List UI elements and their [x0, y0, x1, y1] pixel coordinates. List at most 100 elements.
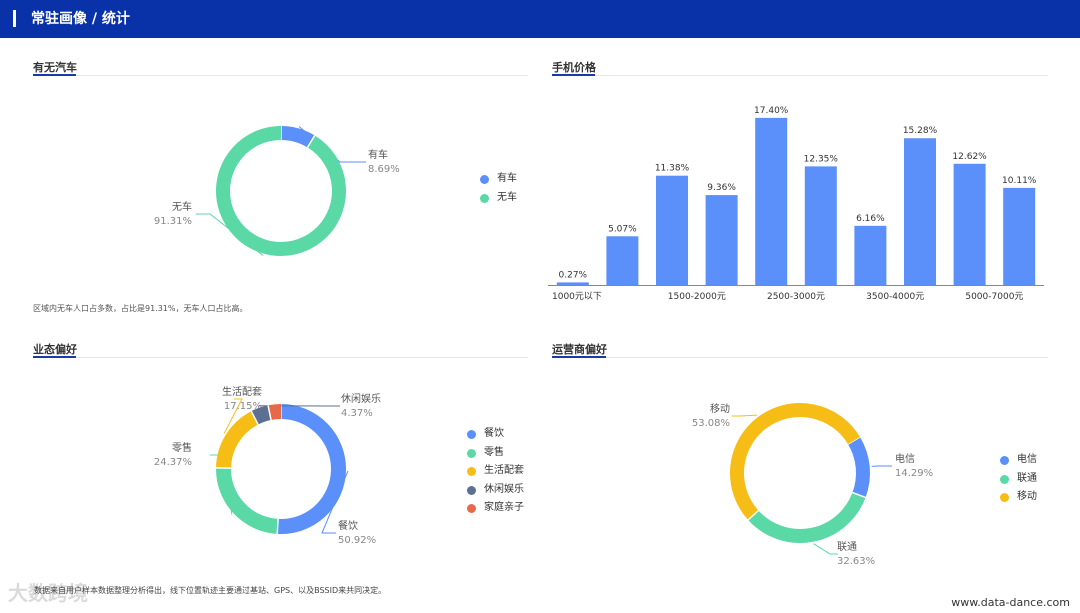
business-slice-value-0: 50.92%	[338, 535, 376, 546]
carrier-slice-value-0: 14.29%	[895, 468, 933, 479]
phone-bar-7	[904, 138, 936, 285]
phone-bar-6	[854, 225, 887, 285]
business-legend-label-3: 休闲娱乐	[484, 483, 524, 495]
business-slice-separator-3	[250, 410, 259, 425]
section-divider-business	[33, 357, 528, 358]
business-slice-value-1: 24.37%	[154, 457, 192, 468]
phone-bar-value-5: 12.35%	[804, 154, 839, 164]
carrier-slice-label-2: 移动	[710, 402, 730, 415]
business-slice-separator-4	[267, 405, 272, 421]
business-slice-4	[268, 404, 282, 421]
phone-bar-value-7: 15.28%	[903, 126, 938, 136]
car-slice-separator-1	[306, 135, 316, 148]
legend-swatch-icon	[480, 175, 489, 184]
carrier-leader-line-1	[813, 543, 838, 555]
phone-price-bar-chart: 0.27% 1000元以下 5.07% 11.38% 1500-2000元 9.36% 17…	[548, 106, 1044, 302]
car-legend-label-0: 有车	[497, 173, 517, 184]
section-title-car: 有无汽车	[33, 61, 77, 74]
car-slice-1	[216, 126, 346, 256]
phone-bar-4	[755, 117, 788, 285]
business-donut-chart: 餐饮 50.92% 零售 24.37% 生活配套 17.15% 休闲娱乐 4.37%	[154, 385, 381, 546]
business-slice-value-2: 17.15%	[224, 401, 262, 412]
section-title-business: 业态偏好	[33, 343, 77, 356]
phone-bar-1	[606, 236, 639, 285]
carrier-slice-0	[847, 436, 870, 498]
legend-swatch-icon	[1000, 474, 1009, 484]
legend-swatch-icon	[1000, 456, 1009, 465]
section-underline-car	[33, 74, 76, 76]
phone-bar-3	[705, 195, 738, 285]
section-divider-car	[33, 75, 528, 76]
section-divider-carrier	[552, 357, 1048, 358]
business-leader-line-2	[223, 398, 243, 434]
phone-bar-value-3: 9.36%	[707, 183, 736, 193]
carrier-leader-line-2	[732, 414, 758, 417]
car-slice-0	[280, 126, 315, 148]
carrier-slice-label-1: 联通	[837, 541, 857, 553]
phone-bar-8	[953, 163, 986, 285]
phone-bar-5	[804, 166, 837, 285]
car-slice-value-1: 91.31%	[154, 216, 192, 227]
phone-bar-value-0: 0.27%	[559, 270, 588, 280]
carrier-slice-2	[730, 403, 860, 520]
carrier-legend-label-1: 联通	[1017, 472, 1037, 484]
car-summary-note: 区域内无车人口占多数，占比是91.31%，无车人口占比高。	[33, 304, 248, 313]
phone-tick-label-2: 1500-2000元	[668, 292, 726, 302]
business-slice-label-0: 餐饮	[338, 519, 358, 532]
car-slice-label-1: 无车	[172, 200, 192, 213]
phone-bar-value-2: 11.38%	[655, 164, 690, 174]
car-leader-line-1	[196, 213, 264, 256]
phone-tick-label-0: 1000元以下	[552, 292, 602, 302]
phone-bar-0	[556, 282, 589, 285]
car-donut-chart: 有车 8.69% 无车 91.31%	[154, 126, 400, 256]
business-slice-label-1: 零售	[172, 441, 192, 454]
section-underline-business	[33, 356, 76, 358]
business-slice-3	[251, 405, 272, 425]
business-leader-line-0	[321, 470, 349, 534]
phone-tick-label-8: 5000-7000元	[965, 292, 1023, 302]
footer-source-note: 数据来自用户样本数据整理分析得出，线下位置轨迹主要通过基站、GPS、以及BSSI…	[34, 586, 387, 595]
business-slice-2	[216, 411, 259, 469]
carrier-legend-label-2: 移动	[1017, 491, 1037, 502]
phone-bar-value-6: 6.16%	[856, 214, 885, 224]
car-slice-label-0: 有车	[368, 148, 388, 161]
carrier-donut-chart: 电信 14.29% 联通 32.63% 移动 53.08%	[692, 402, 933, 567]
phone-tick-label-4: 2500-3000元	[767, 292, 825, 302]
footer-url: www.data-dance.com	[951, 596, 1070, 609]
business-slice-0	[277, 404, 346, 534]
legend-swatch-icon	[467, 485, 476, 495]
header-bar: 常驻画像 / 统计	[0, 0, 1080, 38]
business-slice-1	[216, 467, 279, 534]
car-slice-value-0: 8.69%	[368, 164, 400, 175]
section-underline-carrier	[552, 356, 606, 358]
legend-swatch-icon	[467, 430, 476, 439]
section-title-phone: 手机价格	[552, 61, 596, 74]
carrier-slice-separator-1	[852, 491, 866, 499]
phone-tick-label-6: 3500-4000元	[866, 292, 924, 302]
carrier-legend-label-0: 电信	[1017, 454, 1037, 465]
phone-bar-2	[656, 175, 688, 285]
phone-bar-value-8: 12.62%	[952, 152, 987, 162]
carrier-slice-value-2: 53.08%	[692, 418, 730, 429]
carrier-slice-label-0: 电信	[895, 452, 915, 465]
carrier-slice-1	[748, 492, 866, 543]
business-slice-separator-1	[276, 518, 279, 534]
phone-bar-value-9: 10.11%	[1002, 176, 1037, 186]
legend-swatch-icon	[1000, 493, 1009, 502]
business-legend-label-0: 餐饮	[484, 428, 504, 439]
business-slice-label-3: 休闲娱乐	[341, 392, 381, 405]
section-underline-phone	[552, 74, 595, 76]
phone-bar-value-4: 17.40%	[754, 106, 789, 116]
business-legend-label-2: 生活配套	[484, 465, 524, 476]
business-legend-label-4: 家庭亲子	[484, 502, 524, 513]
page-title: 常驻画像 / 统计	[31, 11, 130, 27]
carrier-slice-separator-2	[747, 509, 759, 521]
carrier-slice-value-1: 32.63%	[837, 556, 875, 567]
section-title-carrier: 运营商偏好	[552, 343, 607, 356]
legend-swatch-icon	[467, 504, 476, 513]
car-legend-label-1: 无车	[497, 191, 517, 203]
header-accent	[13, 10, 16, 27]
business-slice-label-2: 生活配套	[222, 385, 262, 398]
phone-bar-9	[1003, 187, 1036, 285]
business-slice-value-3: 4.37%	[341, 408, 373, 419]
